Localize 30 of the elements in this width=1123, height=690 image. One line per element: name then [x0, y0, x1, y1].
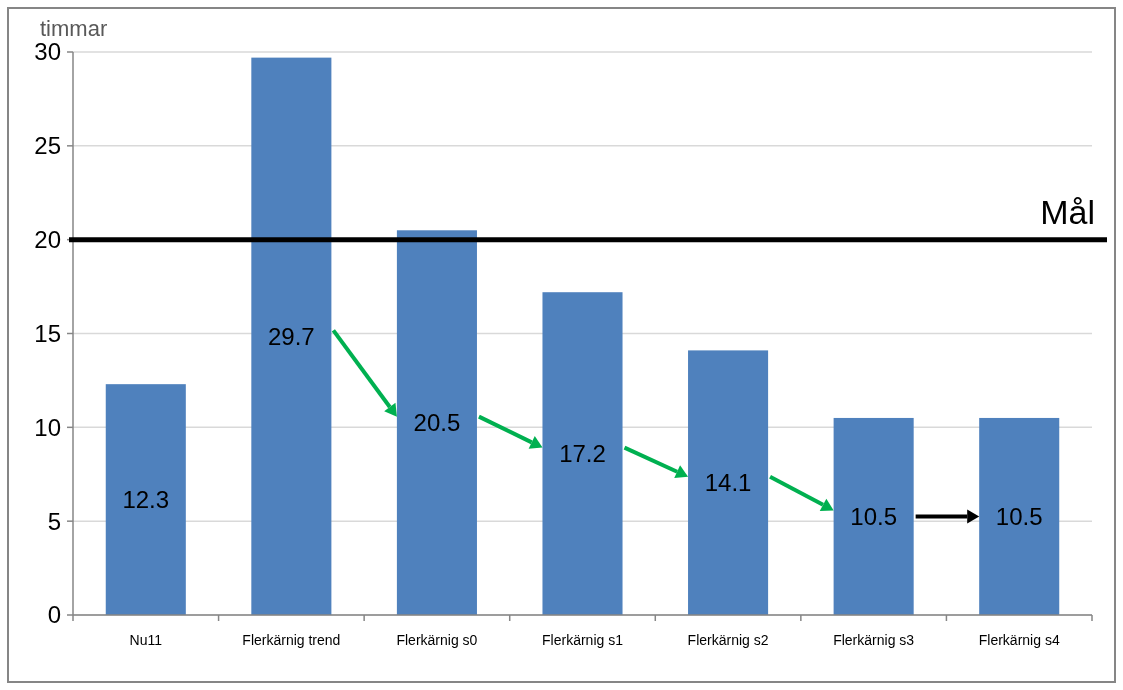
y-tick-label: 25	[34, 132, 61, 160]
bar	[833, 417, 914, 615]
bar	[688, 350, 769, 615]
data-label: 12.3	[122, 485, 170, 513]
x-tick-label: Nu11	[129, 632, 163, 648]
bar	[979, 417, 1060, 615]
x-tick-label: Flerkärnig trend	[242, 632, 341, 648]
y-tick-label: 20	[34, 226, 61, 254]
data-label: 29.7	[268, 322, 315, 350]
x-tick-label: Flerkärnig s2	[687, 632, 769, 648]
data-label: 10.5	[850, 502, 897, 530]
bar	[542, 292, 623, 615]
x-tick-label: Flerkärnig s1	[542, 632, 624, 648]
y-axis-title: timmar	[40, 16, 108, 41]
x-tick-label: Flerkärnig s4	[978, 632, 1060, 648]
bar	[396, 230, 477, 615]
data-label: 14.1	[704, 469, 752, 497]
y-tick-label: 10	[34, 413, 61, 441]
y-tick-label: 5	[47, 507, 61, 535]
y-tick-label: 0	[47, 601, 61, 629]
y-tick-label: 30	[34, 38, 61, 66]
data-label: 17.2	[559, 440, 606, 468]
y-tick-label: 15	[34, 319, 61, 347]
ref-line-label: Mål	[1040, 192, 1095, 231]
data-label: 20.5	[413, 409, 461, 437]
bar	[105, 384, 186, 615]
x-tick-label: Flerkärnig s3	[833, 632, 915, 648]
x-tick-label: Flerkärnig s0	[396, 632, 478, 648]
data-label: 10.5	[995, 502, 1043, 530]
bar	[251, 57, 332, 615]
